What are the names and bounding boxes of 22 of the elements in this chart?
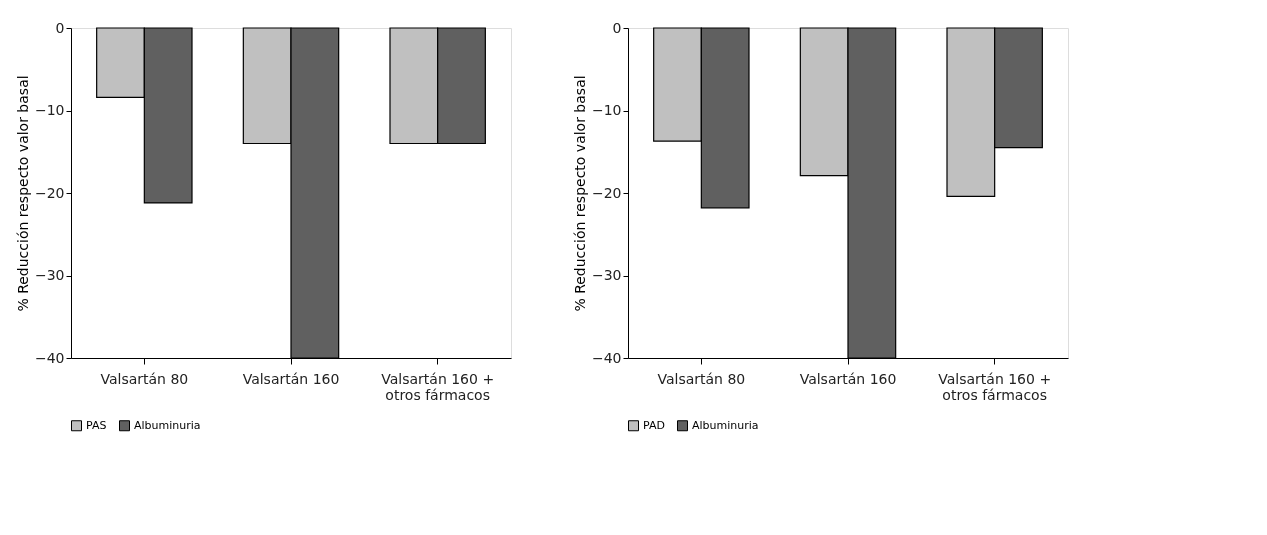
y-axis-title: % Reducción respecto valor basal [14, 75, 31, 312]
y-tick-label: −20 [34, 184, 65, 201]
x-tick-label: Valsartán 160 + otros fármacos [381, 370, 495, 403]
y-tick-label: −20 [591, 184, 622, 201]
y-tick-label: −30 [591, 267, 622, 283]
x-tick-label: Valsartán 80 [657, 370, 746, 387]
y-tick-label: −10 [591, 102, 622, 118]
x-tick-label: Valsartán 160 [799, 370, 897, 387]
x-tick-label: Valsartán 160 + otros fármacos [938, 370, 1052, 403]
y-tick-label: −40 [34, 349, 65, 366]
x-tick-label: Valsartán 160 [242, 370, 340, 387]
y-tick-label: 0 [612, 19, 622, 36]
legend-label: PAD [643, 418, 665, 432]
y-tick-label: −30 [34, 267, 65, 283]
y-tick-label: 0 [55, 19, 65, 36]
x-tick-label: Valsartán 80 [100, 370, 189, 387]
legend-label: Albuminuria [692, 418, 759, 432]
legend-label: Albuminuria [134, 418, 201, 432]
y-tick-label: −10 [34, 102, 65, 118]
y-axis-title: % Reducción respecto valor basal [571, 75, 588, 312]
y-tick-label: −40 [591, 349, 622, 366]
legend-label: PAS [86, 418, 107, 432]
